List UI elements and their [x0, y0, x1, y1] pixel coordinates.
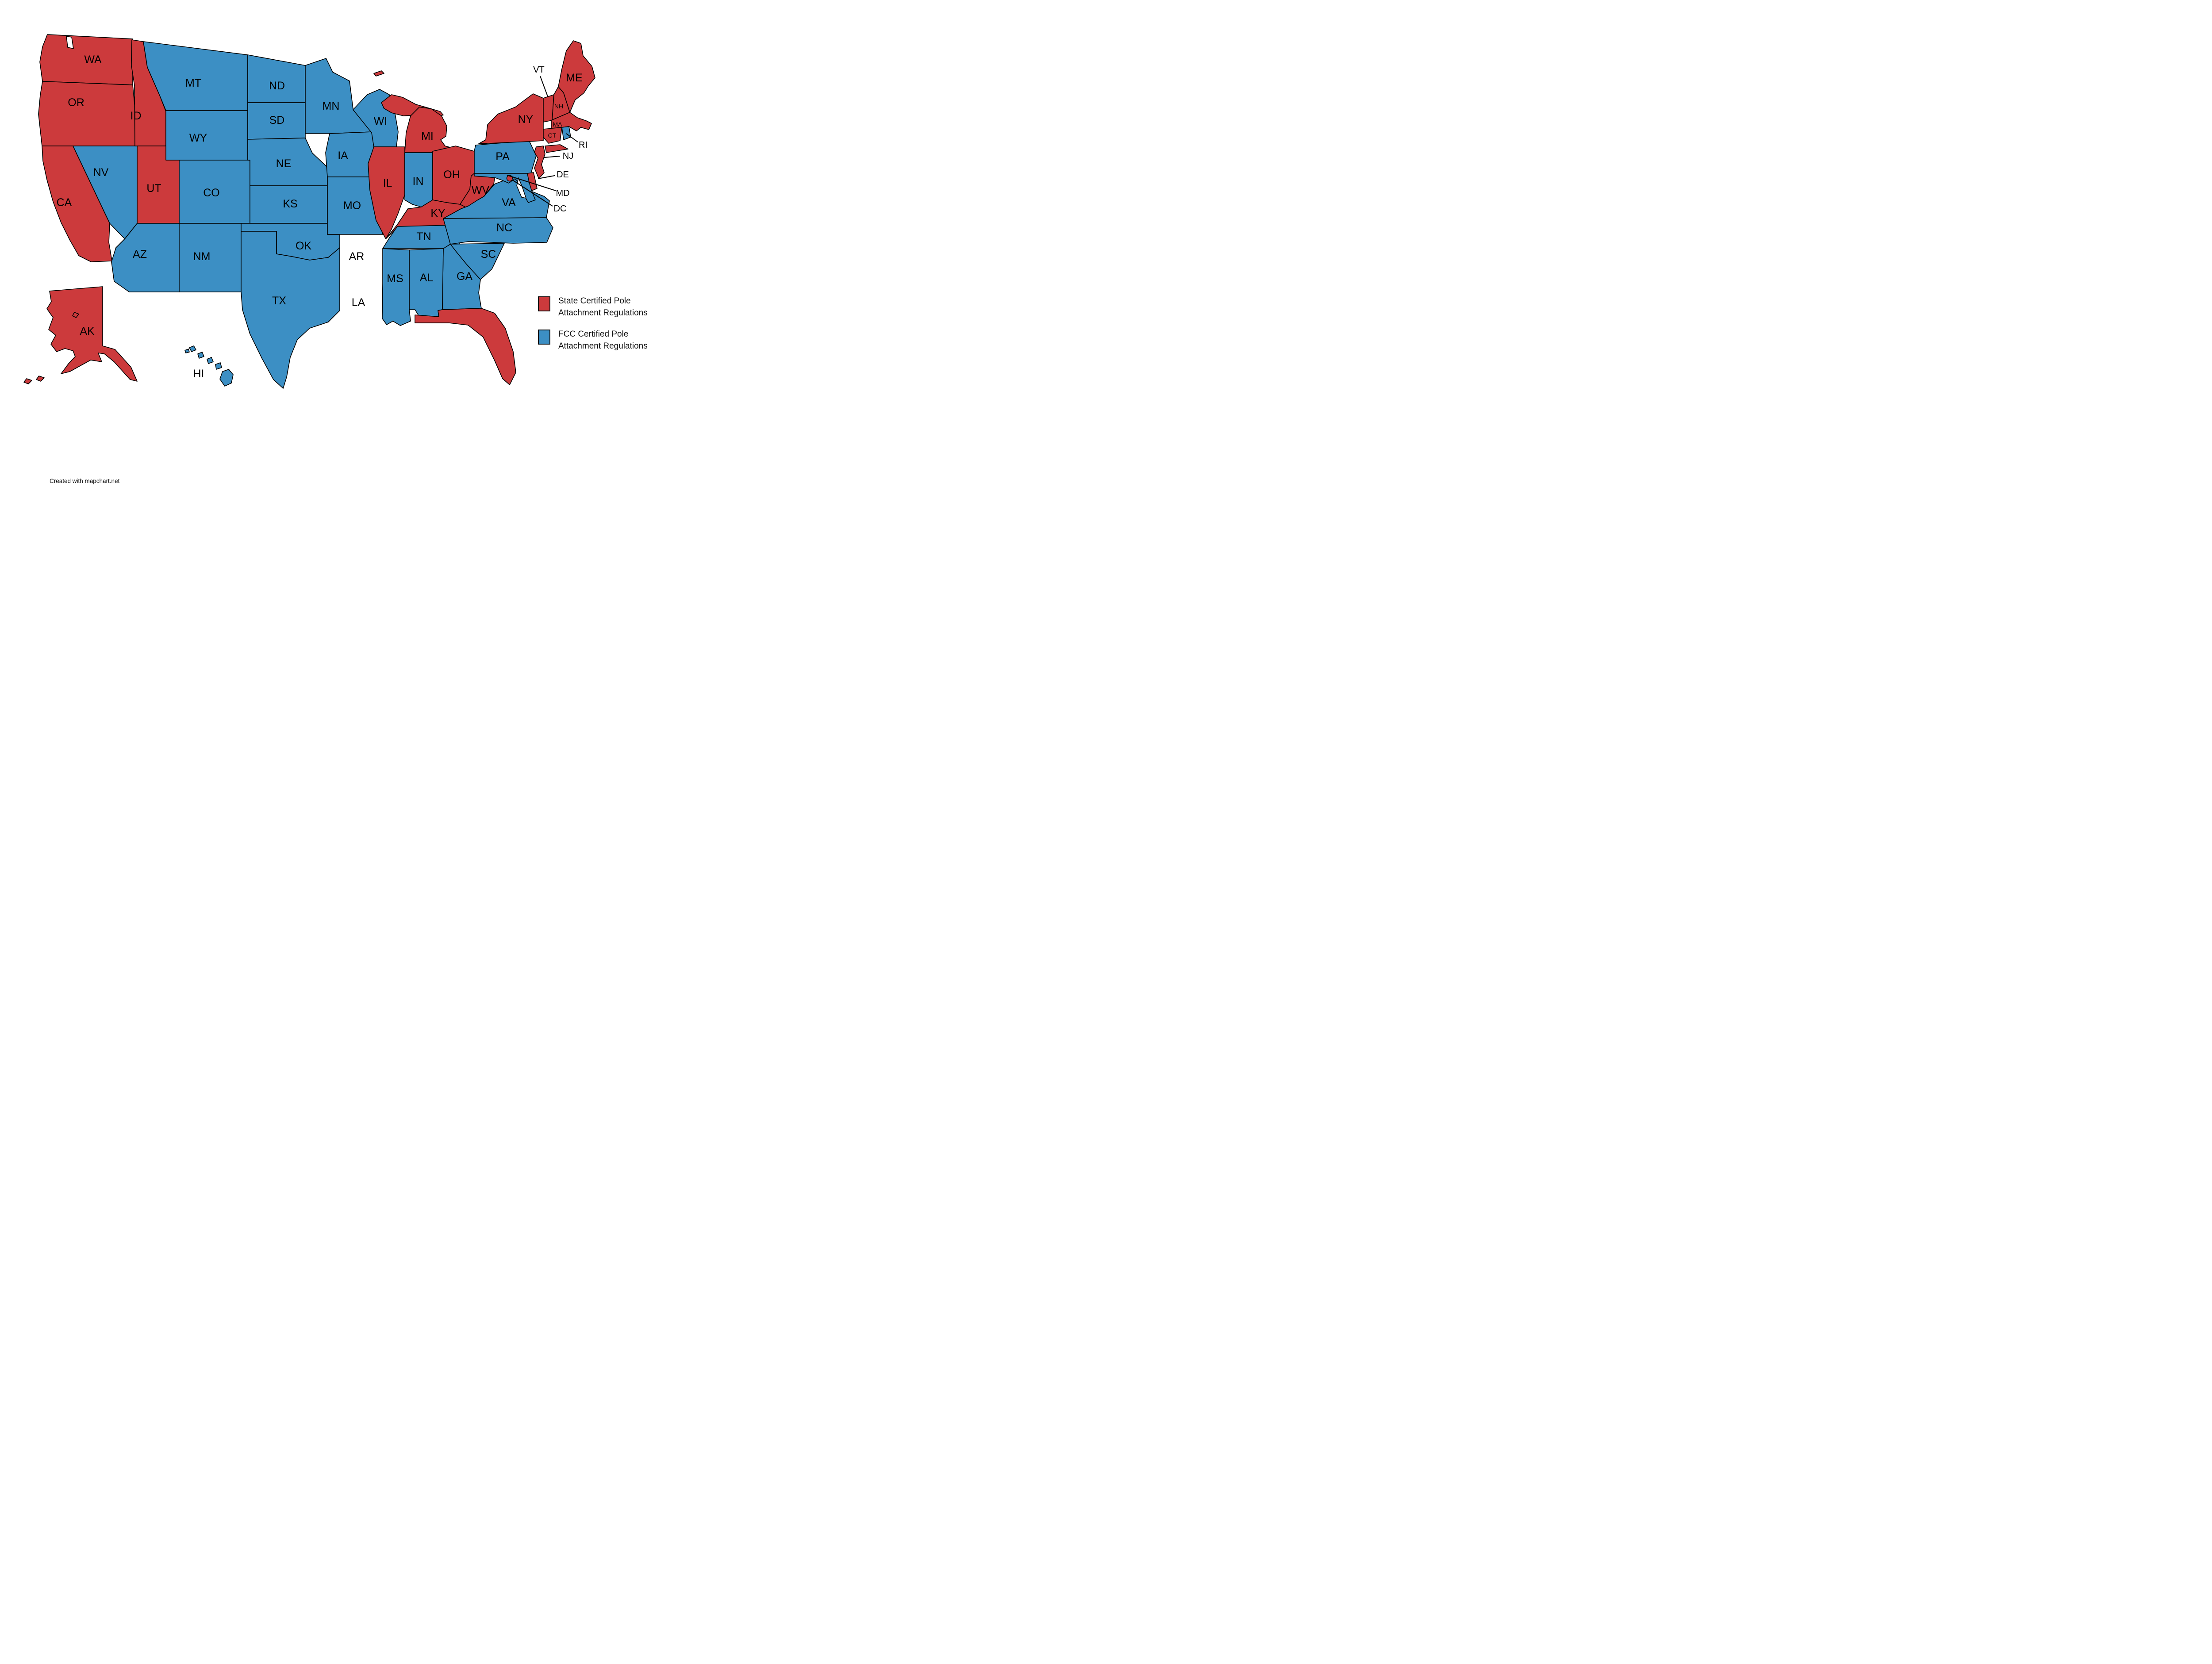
callout-label-ri: RI — [579, 140, 588, 150]
state-label-mo: MO — [343, 199, 361, 212]
state-shape-ak-island-2[interactable] — [23, 378, 32, 384]
state-shape-hi-niihau[interactable] — [184, 349, 190, 353]
callout-line-de — [538, 175, 555, 179]
state-label-sd: SD — [269, 114, 285, 127]
state-label-sc: SC — [481, 248, 496, 261]
state-label-ca: CA — [57, 196, 72, 209]
state-label-wv: WV — [472, 184, 490, 196]
state-label-ks: KS — [283, 198, 297, 210]
state-label-ny: NY — [518, 113, 534, 126]
state-shape-hi-big-island[interactable] — [219, 369, 234, 387]
state-label-nm: NM — [193, 250, 211, 263]
legend-label-fcc-certified: FCC Certified Pole Attachment Regulation… — [558, 330, 648, 351]
state-label-ar: AR — [349, 250, 365, 263]
legend-item-state-certified: State Certified Pole Attachment Regulati… — [538, 295, 671, 319]
state-shape-ri[interactable] — [561, 126, 571, 140]
legend-swatch-fcc-certified — [538, 330, 550, 345]
state-label-tn: TN — [416, 230, 431, 243]
state-label-mi: MI — [421, 130, 434, 142]
state-shape-ny-long-island[interactable] — [545, 144, 568, 153]
state-label-tx: TX — [272, 295, 286, 307]
state-label-in: IN — [413, 175, 424, 188]
state-shape-mn[interactable] — [305, 58, 373, 134]
state-label-id: ID — [131, 110, 142, 122]
callout-line-md — [507, 175, 556, 191]
state-label-ia: IA — [338, 150, 348, 162]
puget-sound — [66, 36, 74, 49]
state-label-la: LA — [352, 296, 365, 309]
state-label-al: AL — [420, 272, 434, 284]
state-shape-mi-isle-royale[interactable] — [373, 70, 384, 77]
callout-line-dc — [513, 180, 553, 207]
callout-label-md: MD — [556, 188, 569, 198]
state-label-ak: AK — [80, 325, 95, 337]
state-label-ut: UT — [146, 182, 161, 195]
state-shape-ak-island-3[interactable] — [72, 312, 79, 318]
us-map: WA OR CA NV ID MT WY UT AZ NM CO ND SD N… — [23, 34, 595, 389]
state-label-ky: KY — [430, 207, 445, 219]
state-label-or: OR — [68, 96, 84, 109]
state-label-ms: MS — [387, 272, 403, 285]
state-label-nv: NV — [93, 166, 109, 179]
state-shape-ak-island-1[interactable] — [36, 376, 45, 382]
state-label-hi: HI — [193, 368, 204, 380]
state-label-wy: WY — [189, 132, 207, 144]
states-layer — [23, 34, 595, 389]
state-shape-hi-molokai[interactable] — [207, 357, 214, 364]
state-shape-nd[interactable] — [247, 54, 306, 103]
callout-lines-layer — [507, 76, 578, 207]
state-label-co: CO — [203, 187, 220, 199]
state-shape-ct[interactable] — [543, 127, 562, 144]
callout-line-ri — [566, 133, 578, 142]
state-shape-ny[interactable] — [478, 93, 544, 144]
state-shape-hi-maui[interactable] — [215, 362, 222, 370]
state-shape-hi-kauai[interactable] — [189, 345, 196, 352]
callout-line-vt — [540, 76, 548, 97]
state-shape-hi-oahu[interactable] — [197, 352, 204, 359]
state-shape-me[interactable] — [558, 40, 595, 113]
state-label-ga: GA — [457, 270, 472, 283]
state-shape-fl[interactable] — [415, 308, 516, 385]
callout-line-nj — [544, 156, 561, 158]
state-label-nh: NH — [554, 103, 563, 110]
callout-label-nj: NJ — [563, 151, 573, 161]
footer-credit: Created with mapchart.net — [50, 478, 120, 484]
state-shape-tx[interactable] — [241, 231, 340, 389]
state-label-me: ME — [566, 72, 583, 84]
state-label-wa: WA — [84, 54, 102, 66]
state-label-oh: OH — [443, 169, 460, 181]
state-label-ct: CT — [548, 132, 557, 139]
state-label-wi: WI — [374, 115, 388, 127]
state-label-nd: ND — [269, 80, 285, 92]
state-label-mt: MT — [185, 77, 201, 89]
state-shape-or[interactable] — [38, 81, 135, 146]
state-shape-nj[interactable] — [534, 146, 545, 179]
state-label-ma: MA — [553, 121, 563, 128]
legend-label-state-certified: State Certified Pole Attachment Regulati… — [558, 296, 648, 318]
state-label-il: IL — [383, 177, 392, 189]
state-label-mn: MN — [323, 100, 340, 112]
state-shape-ms[interactable] — [382, 248, 411, 326]
legend-swatch-state-certified — [538, 296, 550, 311]
state-label-nc: NC — [496, 222, 512, 234]
state-label-ok: OK — [296, 240, 311, 252]
callout-label-dc: DC — [554, 204, 567, 214]
legend-item-fcc-certified: FCC Certified Pole Attachment Regulation… — [538, 329, 671, 352]
callout-label-de: DE — [557, 170, 569, 180]
map-page: WA OR CA NV ID MT WY UT AZ NM CO ND SD N… — [0, 0, 684, 487]
state-label-ne: NE — [276, 157, 292, 170]
state-label-pa: PA — [495, 150, 510, 163]
state-shape-nc[interactable] — [443, 217, 553, 245]
state-label-va: VA — [502, 196, 516, 209]
state-shape-ak[interactable] — [46, 286, 138, 382]
state-label-az: AZ — [133, 248, 147, 261]
legend: State Certified Pole Attachment Regulati… — [538, 295, 671, 352]
state-labels-layer: WA OR CA NV ID MT WY UT AZ NM CO ND SD N… — [57, 54, 588, 380]
state-shape-mo[interactable] — [327, 176, 383, 235]
callout-label-vt: VT — [533, 65, 545, 75]
